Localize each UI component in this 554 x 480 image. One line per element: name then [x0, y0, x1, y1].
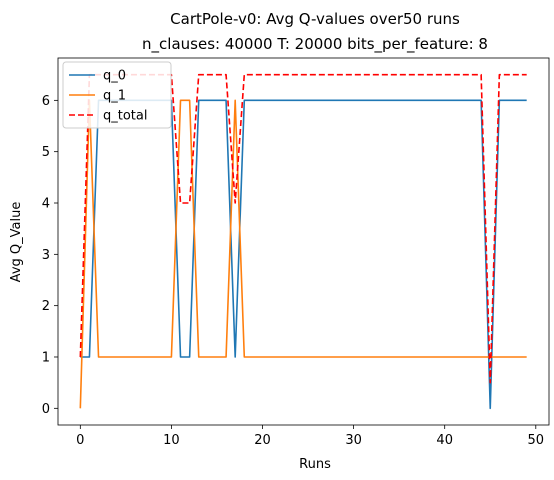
y-tick-label: 2	[42, 299, 50, 314]
series-line-q-0	[80, 99, 527, 410]
legend-label: q_total	[103, 109, 147, 124]
series-line-q-1	[79, 99, 527, 409]
x-tick-label: 10	[163, 433, 180, 448]
y-axis-label: Avg Q_Value	[9, 202, 24, 283]
x-tick-label: 50	[528, 433, 545, 448]
x-tick-label: 20	[254, 433, 271, 448]
legend-label: q_1	[103, 89, 126, 104]
x-axis-label: Runs	[299, 457, 331, 472]
legend-box	[62, 61, 172, 129]
y-tick-label: 5	[42, 145, 50, 160]
y-tick-label: 6	[42, 94, 50, 109]
y-tick-label: 0	[42, 402, 50, 417]
legend: q_0 q_1 q_total	[62, 61, 172, 129]
x-tick-label: 40	[436, 433, 453, 448]
chart-title: CartPole-v0: Avg Q-values over50 runs	[170, 10, 460, 28]
axes-frame	[57, 57, 550, 426]
y-tick-label: 3	[42, 248, 50, 263]
chart-subtitle: n_clauses: 40000 T: 20000 bits_per_featu…	[142, 35, 488, 54]
x-tick-label: 0	[76, 433, 84, 448]
legend-label: q_0	[103, 69, 126, 84]
x-tick-label: 30	[345, 433, 362, 448]
y-tick-label: 4	[42, 197, 50, 212]
y-tick-label: 1	[42, 350, 50, 365]
